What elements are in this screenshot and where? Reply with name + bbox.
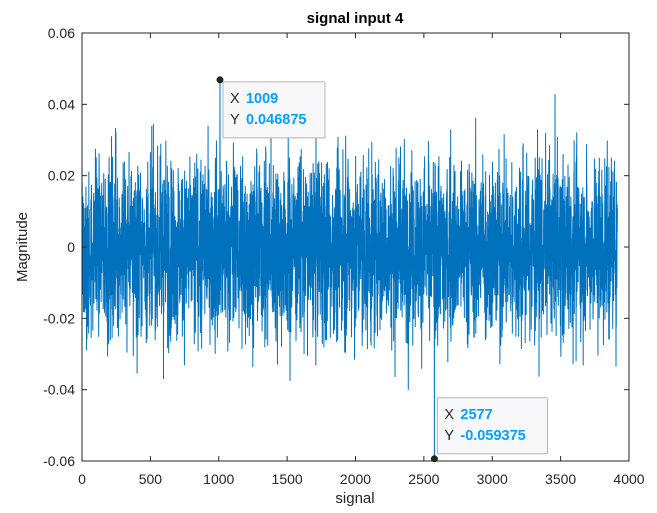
datatip-y-key: Y bbox=[230, 112, 240, 128]
signal-line bbox=[81, 79, 618, 460]
x-tick-label: 1000 bbox=[203, 471, 234, 487]
y-tick-label: 0 bbox=[67, 239, 75, 255]
y-tick-label: 0.04 bbox=[48, 96, 75, 112]
x-tick-label: 4000 bbox=[613, 471, 644, 487]
x-axis-label: signal bbox=[335, 490, 374, 507]
datatip-x-key: X bbox=[230, 91, 240, 107]
datatip-y-key: Y bbox=[444, 428, 454, 444]
datatip-y-value: -0.059375 bbox=[460, 428, 525, 444]
x-tick-label: 2000 bbox=[340, 471, 371, 487]
datatips: X 1009 Y 0.046875 X 2577 Y -0.059375 bbox=[216, 76, 548, 463]
datatip-box bbox=[436, 397, 548, 455]
y-tick-label: -0.04 bbox=[43, 382, 75, 398]
y-tick-label: 0.02 bbox=[48, 168, 75, 184]
y-ticks: -0.06 -0.04 -0.02 0 0.02 0.04 0.06 bbox=[43, 25, 629, 469]
datatip-marker[interactable] bbox=[430, 455, 438, 463]
x-tick-label: 0 bbox=[78, 471, 86, 487]
y-tick-label: -0.06 bbox=[43, 453, 75, 469]
datatip-x-value: 1009 bbox=[246, 91, 278, 107]
x-tick-label: 500 bbox=[139, 471, 163, 487]
datatip-y-value: 0.046875 bbox=[246, 112, 306, 128]
chart-title: signal input 4 bbox=[307, 10, 404, 27]
datatip-x-key: X bbox=[444, 407, 454, 423]
x-tick-label: 3500 bbox=[545, 471, 576, 487]
y-tick-label: 0.06 bbox=[48, 25, 75, 41]
x-tick-label: 3000 bbox=[477, 471, 508, 487]
datatip-box bbox=[222, 81, 326, 139]
x-tick-label: 2500 bbox=[408, 471, 439, 487]
y-axis-label: Magnitude bbox=[14, 212, 31, 282]
datatip[interactable]: X 2577 Y -0.059375 bbox=[430, 397, 548, 463]
datatip[interactable]: X 1009 Y 0.046875 bbox=[216, 76, 326, 139]
signal-series bbox=[81, 79, 618, 460]
y-tick-label: -0.02 bbox=[43, 310, 75, 326]
x-ticks: 0 500 1000 1500 2000 2500 3000 3500 4000 bbox=[78, 33, 645, 487]
x-tick-label: 1500 bbox=[272, 471, 303, 487]
datatip-x-value: 2577 bbox=[460, 407, 492, 423]
datatip-marker[interactable] bbox=[216, 76, 224, 84]
